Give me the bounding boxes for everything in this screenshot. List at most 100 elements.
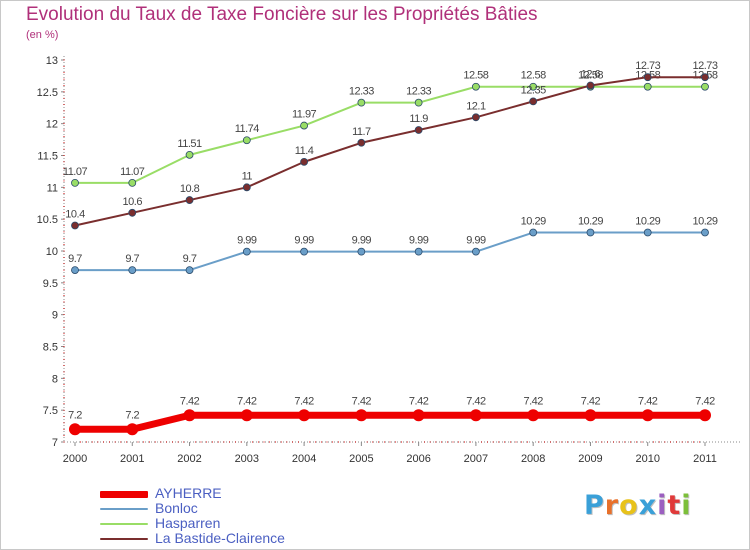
data-point-bonloc bbox=[586, 228, 595, 237]
data-label-la-bastide-clairence: 10.8 bbox=[180, 183, 200, 195]
series-line-bonloc bbox=[75, 231, 705, 272]
proxiti-logo: Proxiti bbox=[584, 490, 692, 521]
data-point-bonloc bbox=[529, 228, 538, 237]
data-label-la-bastide-clairence: 11.9 bbox=[409, 113, 428, 125]
data-point-hasparren bbox=[128, 178, 137, 187]
data-point-ayherre bbox=[584, 409, 597, 422]
data-point-la-bastide-clairence bbox=[357, 138, 366, 147]
x-tick-label: 2003 bbox=[235, 453, 259, 465]
x-tick-label: 2011 bbox=[693, 453, 717, 465]
logo-letter: x bbox=[638, 490, 658, 521]
data-point-bonloc bbox=[472, 247, 480, 256]
data-label-bonloc: 10.29 bbox=[578, 216, 603, 228]
data-point-ayherre bbox=[183, 409, 196, 422]
y-tick-label: 12 bbox=[46, 119, 58, 131]
data-point-hasparren bbox=[242, 136, 251, 145]
data-point-la-bastide-clairence bbox=[185, 196, 194, 204]
data-label-la-bastide-clairence: 12.35 bbox=[521, 84, 546, 96]
data-point-bonloc bbox=[357, 247, 366, 256]
data-label-bonloc: 10.29 bbox=[635, 216, 660, 228]
x-tick-label: 2009 bbox=[578, 453, 602, 465]
data-label-bonloc: 9.99 bbox=[294, 235, 314, 247]
data-point-la-bastide-clairence bbox=[242, 183, 251, 192]
data-label-hasparren: 12.58 bbox=[578, 70, 603, 82]
data-point-ayherre bbox=[126, 423, 139, 436]
data-point-ayherre bbox=[355, 409, 368, 422]
x-tick-label: 2005 bbox=[349, 453, 373, 465]
data-label-la-bastide-clairence: 11.4 bbox=[295, 145, 314, 157]
data-label-ayherre: 7.42 bbox=[695, 395, 715, 407]
data-label-la-bastide-clairence: 12.73 bbox=[635, 60, 660, 72]
data-label-ayherre: 7.2 bbox=[125, 409, 139, 421]
y-tick-label: 7 bbox=[52, 437, 58, 449]
data-point-la-bastide-clairence bbox=[71, 221, 79, 230]
data-point-la-bastide-clairence bbox=[414, 126, 423, 134]
legend-item-ayherre: AYHERRE bbox=[100, 485, 360, 501]
y-tick-label: 12.5 bbox=[37, 87, 58, 99]
series-line-hasparren bbox=[75, 85, 705, 184]
data-point-hasparren bbox=[357, 98, 366, 107]
data-point-bonloc bbox=[71, 266, 79, 275]
y-tick-label: 9 bbox=[52, 310, 58, 322]
logo-letter: o bbox=[619, 490, 639, 521]
legend-item-bonloc: Bonloc bbox=[100, 500, 360, 516]
data-label-ayherre: 7.42 bbox=[294, 395, 314, 407]
x-tick-label: 2010 bbox=[635, 453, 659, 465]
data-point-ayherre bbox=[699, 409, 711, 422]
data-point-la-bastide-clairence bbox=[701, 73, 709, 82]
data-label-hasparren: 11.97 bbox=[292, 109, 317, 121]
data-point-ayherre bbox=[240, 409, 253, 422]
data-label-la-bastide-clairence: 11 bbox=[242, 170, 253, 182]
legend-swatch-la-bastide-clairence bbox=[100, 538, 148, 540]
data-label-ayherre: 7.42 bbox=[352, 395, 372, 407]
data-point-la-bastide-clairence bbox=[300, 157, 308, 166]
x-tick-label: 2008 bbox=[521, 453, 545, 465]
logo-letter: i bbox=[657, 490, 668, 521]
data-label-hasparren: 11.74 bbox=[235, 123, 260, 135]
data-point-bonloc bbox=[242, 247, 251, 256]
data-label-la-bastide-clairence: 11.7 bbox=[352, 126, 371, 138]
series-line-la-bastide-clairence bbox=[74, 76, 705, 227]
legend-label-bonloc: Bonloc bbox=[155, 500, 198, 516]
data-label-hasparren: 12.33 bbox=[349, 86, 374, 98]
data-label-bonloc: 9.99 bbox=[352, 235, 372, 247]
data-point-la-bastide-clairence bbox=[643, 73, 652, 82]
y-tick-label: 9.5 bbox=[43, 278, 58, 290]
data-label-la-bastide-clairence: 10.4 bbox=[65, 209, 85, 221]
legend-label-ayherre: AYHERRE bbox=[155, 485, 222, 501]
x-tick-label: 2000 bbox=[63, 453, 87, 465]
data-point-ayherre bbox=[412, 409, 425, 422]
data-point-bonloc bbox=[185, 266, 194, 275]
data-label-ayherre: 7.42 bbox=[237, 395, 257, 407]
data-point-hasparren bbox=[414, 98, 423, 107]
data-label-ayherre: 7.42 bbox=[581, 395, 601, 407]
y-tick-label: 10 bbox=[46, 246, 58, 258]
data-label-bonloc: 9.7 bbox=[183, 253, 197, 265]
x-tick-label: 2004 bbox=[292, 453, 316, 465]
data-label-ayherre: 7.2 bbox=[68, 409, 82, 421]
data-label-hasparren: 11.07 bbox=[63, 166, 88, 178]
legend-swatch-ayherre bbox=[100, 491, 148, 498]
data-label-la-bastide-clairence: 12.1 bbox=[466, 100, 486, 112]
data-label-bonloc: 10.29 bbox=[692, 216, 717, 228]
data-point-hasparren bbox=[71, 178, 79, 187]
data-point-hasparren bbox=[185, 150, 194, 159]
data-point-bonloc bbox=[643, 228, 652, 237]
data-label-ayherre: 7.42 bbox=[180, 395, 200, 407]
y-tick-label: 10.5 bbox=[37, 214, 58, 226]
data-point-hasparren bbox=[300, 121, 308, 130]
y-tick-label: 11.5 bbox=[37, 151, 58, 163]
legend-label-la-bastide-clairence: La Bastide-Clairence bbox=[155, 530, 285, 546]
x-tick-label: 2007 bbox=[464, 453, 488, 465]
data-point-ayherre bbox=[469, 409, 482, 422]
x-tick-label: 2001 bbox=[120, 453, 144, 465]
data-label-la-bastide-clairence: 12.6 bbox=[581, 68, 601, 80]
data-point-ayherre bbox=[641, 409, 654, 422]
logo-letter: P bbox=[584, 490, 605, 521]
data-point-la-bastide-clairence bbox=[472, 113, 480, 122]
chart-title: Evolution du Taux de Taxe Foncière sur l… bbox=[26, 4, 538, 25]
legend-label-hasparren: Hasparren bbox=[155, 515, 221, 531]
data-label-bonloc: 9.7 bbox=[125, 253, 139, 265]
y-tick-label: 11 bbox=[47, 182, 58, 194]
